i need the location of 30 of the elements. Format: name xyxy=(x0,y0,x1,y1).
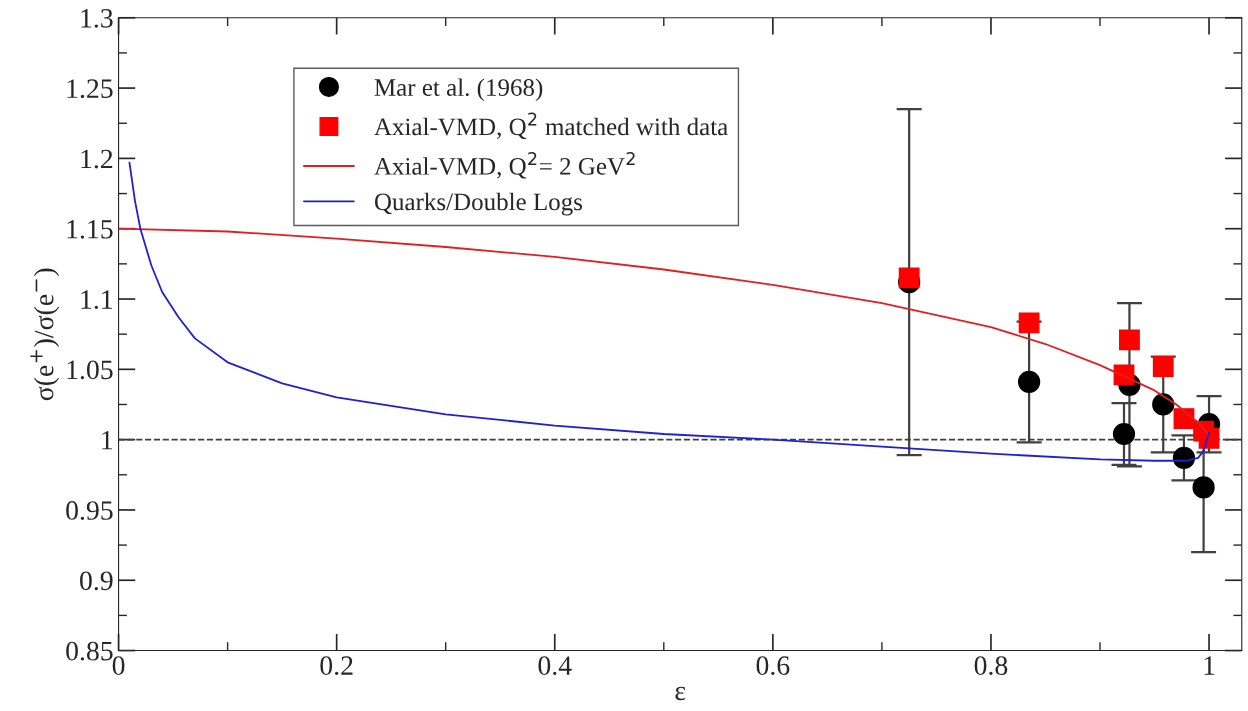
x-tick-label: 0 xyxy=(112,656,125,675)
legend-label: Axial-VMD, Q$^{2}$= 2 GeV$^{2}$ xyxy=(374,151,635,179)
x-tick-label: 1 xyxy=(1204,656,1215,675)
y-tick-label: 1.25 xyxy=(67,79,113,99)
point xyxy=(1112,422,1136,446)
y-tick-label: 1.2 xyxy=(81,149,113,169)
legend-label: Mar et al. (1968) xyxy=(374,78,543,102)
point xyxy=(1152,356,1174,377)
y-tick-label: 1 xyxy=(102,430,113,450)
legend-label: Axial-VMD, Q$^{2}$ matched with data xyxy=(374,112,728,140)
point xyxy=(1018,370,1041,394)
point xyxy=(1192,476,1215,499)
point xyxy=(1119,329,1140,351)
y-tick-label: 0.95 xyxy=(66,501,113,520)
point xyxy=(898,267,920,289)
x-tick-label: 0.4 xyxy=(538,656,572,676)
legend-label: Quarks/Double Logs xyxy=(374,192,583,216)
x-tick-label: 0.2 xyxy=(320,656,353,676)
y-tick-label: 1.15 xyxy=(67,220,113,239)
x-axis-title: ε xyxy=(675,686,686,701)
x-tick-label: 0.8 xyxy=(974,656,1008,676)
y-tick-label: 0.9 xyxy=(80,571,113,591)
point xyxy=(1018,312,1040,334)
y-tick-label: 1.1 xyxy=(81,290,113,310)
y-axis-title: σ(e$^{+}$)/σ(e$^{−}$) xyxy=(30,268,60,401)
y-tick-label: 0.85 xyxy=(66,641,113,661)
y-tick-label: 1.05 xyxy=(67,360,113,380)
point xyxy=(1152,393,1175,416)
x-tick-label: 0.6 xyxy=(756,656,790,676)
y-tick-label: 1.3 xyxy=(81,9,113,28)
